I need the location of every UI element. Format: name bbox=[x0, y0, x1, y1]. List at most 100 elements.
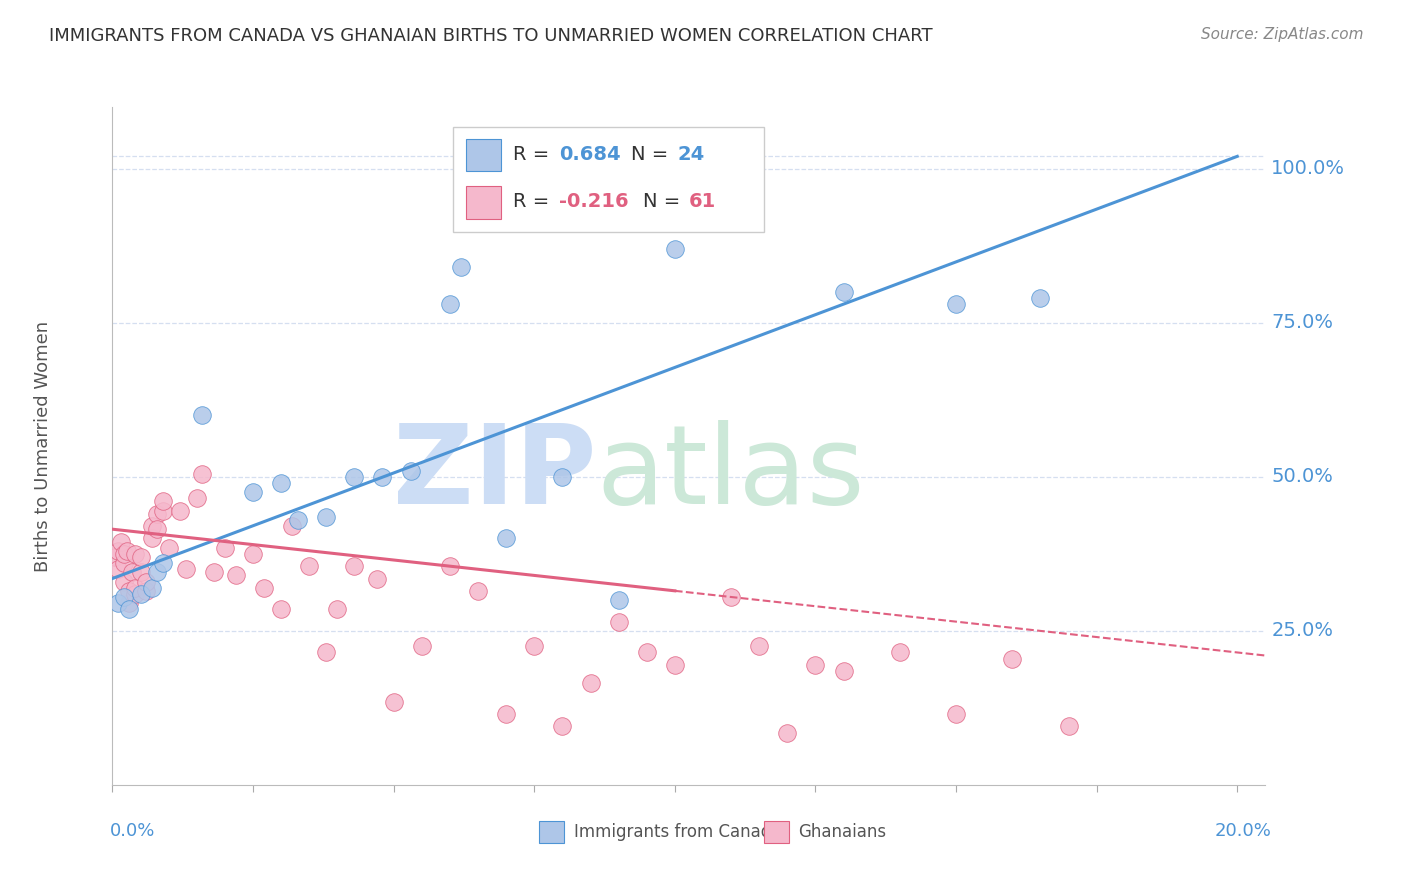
Point bbox=[298, 559, 321, 574]
Point bbox=[720, 590, 742, 604]
Point bbox=[174, 562, 197, 576]
Point bbox=[411, 640, 433, 654]
Point bbox=[467, 583, 489, 598]
Text: 20.0%: 20.0% bbox=[1215, 822, 1271, 840]
Point bbox=[107, 562, 129, 576]
Point bbox=[495, 707, 517, 722]
Text: -0.216: -0.216 bbox=[558, 193, 628, 211]
Point bbox=[225, 568, 247, 582]
Point bbox=[1029, 291, 1052, 305]
Point bbox=[110, 534, 132, 549]
Point bbox=[157, 541, 180, 555]
Point bbox=[124, 547, 146, 561]
Point bbox=[152, 556, 174, 570]
Text: 61: 61 bbox=[689, 193, 716, 211]
Text: 50.0%: 50.0% bbox=[1271, 467, 1333, 486]
Point bbox=[287, 513, 309, 527]
Text: R =: R = bbox=[513, 145, 555, 164]
Point bbox=[112, 556, 135, 570]
Text: Ghanaians: Ghanaians bbox=[799, 822, 887, 841]
Point bbox=[495, 532, 517, 546]
Point bbox=[118, 596, 141, 610]
Point bbox=[270, 475, 292, 490]
Text: ZIP: ZIP bbox=[394, 419, 596, 526]
Text: atlas: atlas bbox=[596, 419, 865, 526]
Point bbox=[242, 485, 264, 500]
Point bbox=[664, 242, 686, 256]
Point bbox=[129, 587, 152, 601]
Text: 25.0%: 25.0% bbox=[1271, 622, 1333, 640]
Point bbox=[371, 470, 394, 484]
Point bbox=[804, 657, 827, 672]
Point bbox=[326, 602, 349, 616]
Point bbox=[146, 566, 169, 580]
FancyBboxPatch shape bbox=[453, 128, 763, 233]
Point bbox=[439, 559, 461, 574]
Point bbox=[118, 602, 141, 616]
Point bbox=[141, 532, 163, 546]
Bar bbox=[538, 821, 564, 843]
Point bbox=[107, 543, 129, 558]
Point bbox=[366, 572, 388, 586]
Point bbox=[124, 581, 146, 595]
Point bbox=[141, 519, 163, 533]
Point bbox=[1001, 651, 1024, 665]
Point bbox=[253, 581, 276, 595]
Point bbox=[146, 522, 169, 536]
Point bbox=[124, 587, 146, 601]
Point bbox=[121, 566, 143, 580]
Point bbox=[152, 494, 174, 508]
Text: Source: ZipAtlas.com: Source: ZipAtlas.com bbox=[1201, 27, 1364, 42]
Point bbox=[945, 707, 967, 722]
Point bbox=[607, 615, 630, 629]
Point bbox=[214, 541, 236, 555]
Point bbox=[636, 645, 658, 659]
Point bbox=[343, 559, 366, 574]
Point bbox=[146, 507, 169, 521]
Bar bbox=[763, 821, 789, 843]
Point bbox=[748, 640, 770, 654]
Point bbox=[135, 583, 157, 598]
Point bbox=[191, 408, 214, 422]
Point bbox=[343, 470, 366, 484]
Point bbox=[191, 467, 214, 481]
Point bbox=[439, 297, 461, 311]
Point bbox=[281, 519, 304, 533]
Point bbox=[242, 547, 264, 561]
Point bbox=[776, 725, 799, 739]
Text: 0.684: 0.684 bbox=[558, 145, 620, 164]
Point bbox=[112, 590, 135, 604]
Point bbox=[315, 509, 337, 524]
Point bbox=[450, 260, 472, 275]
Point bbox=[889, 645, 911, 659]
Point bbox=[129, 549, 152, 564]
Point bbox=[152, 504, 174, 518]
Point bbox=[579, 676, 602, 690]
Text: 100.0%: 100.0% bbox=[1271, 159, 1346, 178]
Point bbox=[832, 664, 855, 678]
Point bbox=[270, 602, 292, 616]
Point bbox=[112, 574, 135, 589]
Point bbox=[315, 645, 337, 659]
Point bbox=[112, 547, 135, 561]
Point bbox=[129, 566, 152, 580]
Text: 0.0%: 0.0% bbox=[110, 822, 156, 840]
Point bbox=[523, 640, 546, 654]
Point bbox=[551, 470, 574, 484]
Text: 75.0%: 75.0% bbox=[1271, 313, 1333, 332]
Text: Births to Unmarried Women: Births to Unmarried Women bbox=[34, 320, 52, 572]
Point bbox=[1057, 719, 1080, 733]
Point bbox=[135, 574, 157, 589]
Point bbox=[186, 491, 208, 506]
Bar bbox=[467, 186, 501, 219]
Text: 24: 24 bbox=[678, 145, 704, 164]
Point bbox=[399, 464, 422, 478]
Point bbox=[141, 581, 163, 595]
Point bbox=[664, 657, 686, 672]
Point bbox=[169, 504, 191, 518]
Text: N =: N = bbox=[643, 193, 686, 211]
Point bbox=[202, 566, 225, 580]
Point bbox=[551, 719, 574, 733]
Point bbox=[118, 583, 141, 598]
Point bbox=[607, 593, 630, 607]
